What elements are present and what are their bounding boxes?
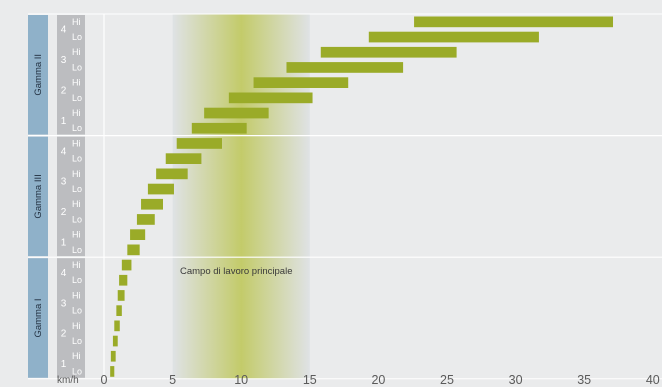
x-tick-label: 40 <box>646 373 660 387</box>
speed-bar <box>320 46 457 58</box>
gear-band <box>57 258 85 378</box>
group-label: Gamma II <box>33 54 44 96</box>
gear-label: 1 <box>61 116 67 127</box>
range-label: Hi <box>72 351 81 361</box>
speed-bar <box>147 183 174 195</box>
gear-label: 3 <box>61 298 67 309</box>
range-label: Lo <box>72 154 82 164</box>
speed-bars <box>110 16 614 377</box>
range-label: Hi <box>72 260 81 270</box>
speed-bar <box>286 62 404 73</box>
range-label: Hi <box>72 169 81 179</box>
speed-bar <box>114 320 120 332</box>
group-label: Gamma III <box>33 174 44 218</box>
x-axis: km/h 0 5 10 15 20 25 30 35 40 <box>57 373 660 387</box>
gear-label: 1 <box>61 359 67 370</box>
gear-label: 2 <box>61 207 67 218</box>
x-tick-label: 25 <box>440 373 454 387</box>
range-label: Lo <box>72 366 82 376</box>
gear-band <box>57 136 85 257</box>
range-label: Lo <box>72 306 82 316</box>
x-tick-label: 0 <box>101 373 108 387</box>
gear-label: 3 <box>61 55 67 66</box>
speed-bar <box>110 366 115 377</box>
x-tick-label: 10 <box>234 373 248 387</box>
speed-bar <box>127 244 140 256</box>
main-work-field-band <box>172 14 310 379</box>
highlight-band <box>172 14 310 379</box>
speed-bar <box>253 77 349 88</box>
range-label: Hi <box>72 17 81 27</box>
range-label: Hi <box>72 321 81 331</box>
speed-bar <box>121 259 132 271</box>
gear-band <box>57 15 85 135</box>
gear-label: 4 <box>61 146 67 157</box>
range-label: Hi <box>72 138 81 148</box>
speed-bar <box>130 229 146 240</box>
speed-bar <box>110 350 116 362</box>
grid-lines <box>28 13 662 380</box>
range-label: Hi <box>72 230 81 240</box>
x-tick-label: 15 <box>303 373 317 387</box>
speed-bar <box>414 16 614 28</box>
gear-label: 2 <box>61 86 67 97</box>
range-label: Lo <box>72 123 82 133</box>
speed-bar <box>228 92 313 104</box>
range-label: Hi <box>72 290 81 300</box>
gear-label: 3 <box>61 177 67 188</box>
gear-label: 4 <box>61 268 67 279</box>
speed-bar <box>368 31 539 43</box>
x-axis-unit-label: km/h <box>57 375 79 386</box>
speed-bar <box>176 138 222 149</box>
range-label: Lo <box>72 275 82 285</box>
range-label: Lo <box>72 245 82 255</box>
speed-bar <box>204 107 269 119</box>
group-band <box>28 258 48 378</box>
x-tick-label: 20 <box>371 373 385 387</box>
range-label: Lo <box>72 184 82 194</box>
row-label-bands: Gamma II Hi 4 Lo Hi 3 Lo Hi 2 Lo Hi 1 Lo Gamma III Hi 4… <box>28 15 85 378</box>
x-tick-label: 5 <box>169 373 176 387</box>
group-band <box>28 15 48 135</box>
range-label: Lo <box>72 32 82 42</box>
speed-bar <box>116 305 122 316</box>
speed-bar <box>112 335 118 347</box>
gear-label: 2 <box>61 329 67 340</box>
main-work-field-label: Campo di lavoro principale <box>180 266 292 277</box>
range-label: Lo <box>72 214 82 224</box>
gear-label: 4 <box>61 25 67 36</box>
speed-bar <box>141 198 163 210</box>
range-label: Lo <box>72 336 82 346</box>
speed-bar <box>156 168 188 180</box>
range-label: Hi <box>72 78 81 88</box>
gear-label: 1 <box>61 238 67 249</box>
speed-bar <box>165 153 202 164</box>
speed-bar <box>117 290 125 301</box>
range-label: Hi <box>72 199 81 209</box>
range-label: Hi <box>72 47 81 57</box>
range-label: Lo <box>72 93 82 103</box>
x-tick-label: 30 <box>509 373 523 387</box>
range-label: Lo <box>72 62 82 72</box>
group-band <box>28 136 48 257</box>
speed-bar <box>119 274 128 286</box>
speed-bar <box>191 122 247 134</box>
speed-bar <box>136 214 155 225</box>
group-label: Gamma I <box>33 298 44 337</box>
x-tick-label: 35 <box>577 373 591 387</box>
range-label: Hi <box>72 108 81 118</box>
